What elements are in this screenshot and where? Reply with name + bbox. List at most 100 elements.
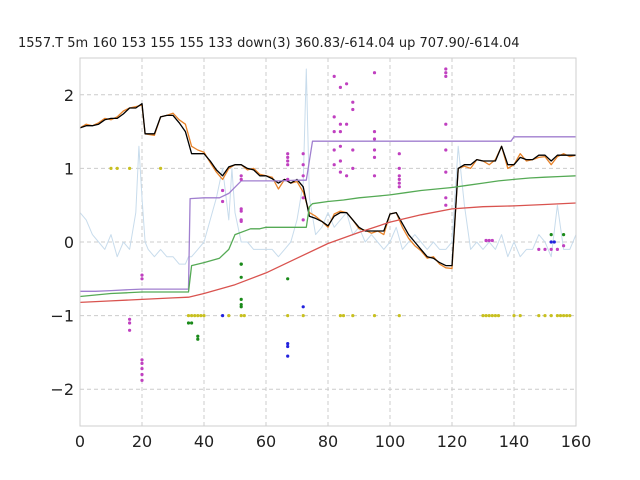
scatter-point [286, 314, 290, 318]
series-layer [79, 67, 577, 382]
series-line-0 [79, 68, 577, 265]
series-line-5 [79, 202, 577, 304]
scatter-point [239, 314, 243, 318]
scatter-point [397, 181, 401, 185]
scatter-point [484, 314, 488, 318]
scatter-point [186, 321, 191, 325]
scatter-point [372, 155, 377, 159]
scatter-point [239, 177, 243, 181]
y-tick-label: 2 [64, 86, 74, 105]
scatter-point [351, 166, 355, 170]
scatter-point [239, 219, 243, 223]
scatter-point [286, 344, 290, 349]
scatter-point [558, 314, 563, 318]
scatter-point [487, 314, 491, 318]
scatter-point [128, 321, 132, 325]
y-tick-label: 0 [64, 233, 74, 252]
scatter-point [341, 314, 346, 318]
scatter-point [484, 238, 488, 243]
scatter-point [549, 314, 553, 318]
series-line-3 [80, 136, 576, 292]
scatter-point [562, 233, 566, 237]
scatter-point [140, 277, 144, 281]
scatter-point [286, 354, 290, 358]
scatter-point [568, 314, 572, 318]
scatter-point [397, 314, 401, 318]
scatter-point [332, 130, 336, 134]
scatter-point [345, 122, 349, 126]
scatter-point [239, 297, 243, 301]
scatter-point [543, 247, 547, 251]
scatter-point [549, 240, 553, 244]
scatter-point [549, 247, 553, 251]
scatter-point [537, 314, 541, 318]
scatter-point [351, 314, 355, 318]
x-tick-label: 60 [256, 432, 276, 451]
scatter-point [221, 188, 225, 193]
scatter-point [562, 244, 566, 248]
scatter-point [351, 107, 355, 112]
scatter-point [338, 159, 342, 163]
series-scatter-9 [221, 240, 556, 358]
scatter-point [301, 314, 305, 318]
scatter-point [196, 334, 200, 338]
scatter-point [444, 148, 448, 152]
scatter-point [332, 148, 336, 152]
scatter-point [552, 240, 556, 244]
scatter-point [140, 367, 144, 371]
scatter-point [301, 196, 305, 200]
scatter-point [242, 314, 246, 318]
series-line-2 [79, 102, 576, 267]
x-tick-label: 100 [375, 432, 406, 451]
series-scatter-8 [186, 233, 566, 341]
scatter-point [301, 305, 305, 309]
scatter-point [286, 163, 290, 167]
scatter-point [140, 378, 144, 382]
x-tick-label: 120 [437, 432, 468, 451]
scatter-point [301, 218, 305, 222]
scatter-point [199, 314, 203, 318]
scatter-point [128, 317, 132, 321]
scatter-point [202, 314, 206, 318]
scatter-point [345, 82, 349, 86]
scatter-point [490, 314, 494, 318]
scatter-point [239, 174, 243, 178]
scatter-point [397, 177, 401, 181]
scatter-point [496, 314, 501, 318]
scatter-point [196, 337, 200, 341]
scatter-point [493, 314, 497, 318]
scatter-point [372, 314, 377, 318]
x-tick-label: 20 [132, 432, 152, 451]
scatter-point [487, 238, 491, 243]
scatter-point [159, 166, 163, 170]
scatter-point [301, 174, 305, 178]
scatter-point [286, 177, 290, 181]
scatter-point [193, 314, 197, 318]
scatter-point [286, 277, 290, 281]
scatter-point [140, 372, 144, 377]
y-tick-label: 1 [64, 159, 74, 178]
scatter-point [372, 148, 377, 152]
scatter-point [221, 314, 225, 318]
y-tick-label: −2 [50, 380, 74, 399]
scatter-point [338, 144, 342, 148]
scatter-point [239, 207, 243, 211]
x-tick-label: 0 [75, 432, 85, 451]
x-tick-label: 80 [318, 432, 338, 451]
scatter-point [332, 74, 336, 78]
scatter-point [444, 170, 448, 174]
scatter-point [351, 148, 355, 152]
scatter-point [338, 170, 342, 174]
scatter-point [286, 155, 290, 159]
scatter-point [239, 275, 243, 279]
scatter-point [444, 196, 448, 200]
x-tick-label: 40 [194, 432, 214, 451]
scatter-point [338, 122, 342, 126]
scatter-point [128, 328, 132, 332]
scatter-point [543, 314, 547, 318]
series-scatter-6 [128, 67, 566, 382]
scatter-point [190, 321, 194, 325]
scatter-point [286, 342, 290, 346]
scatter-point [345, 174, 349, 178]
